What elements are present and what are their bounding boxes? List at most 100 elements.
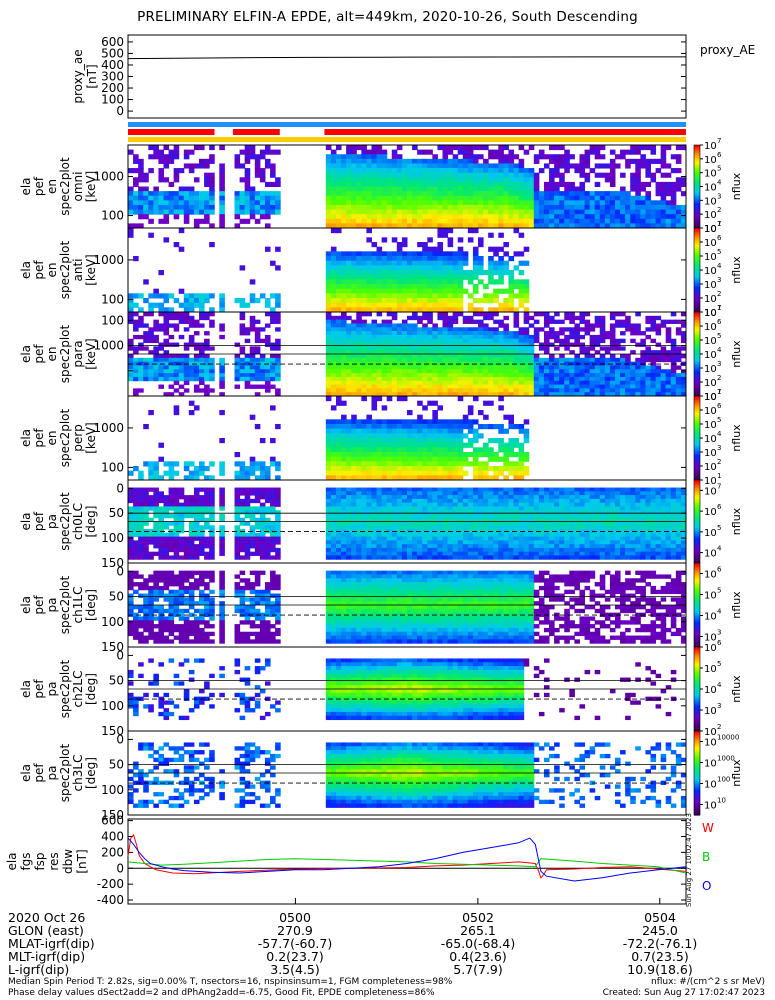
heatmap-cell [472,338,479,344]
heatmap-cell [533,392,540,397]
heatmap-cell [259,154,266,160]
heatmap-cell [153,204,159,211]
heatmap-cell [209,506,215,511]
heatmap-cell [178,536,185,541]
heatmap-cell [569,331,575,336]
heatmap-cell [452,158,459,164]
heatmap-cell [564,149,570,155]
heatmap-cell [270,365,276,370]
heatmap-cell [275,346,281,351]
heatmap-cell [533,200,540,206]
heatmap-cell [209,312,215,317]
heatmap-cell [640,373,646,378]
heatmap-cell [472,331,479,336]
heatmap-cell [153,186,159,192]
heatmap-cell [483,369,489,374]
heatmap-cell [503,177,509,183]
heatmap-cell [630,181,636,187]
heatmap-cell [660,204,667,211]
heatmap-cell [371,242,378,248]
heatmap-cell [513,331,520,336]
heatmap-cell [143,547,149,553]
heatmap-cell [128,346,134,351]
heatmap-cell [452,172,459,178]
heatmap-cell [407,177,413,183]
heatmap-cell [543,186,550,192]
heatmap-cell [508,342,515,347]
heatmap-cell [335,424,342,430]
heatmap-cell [457,424,464,430]
heatmap-cell [493,218,499,224]
heatmap-cell [488,298,494,304]
panel-tick-label: 1000 [93,170,124,184]
heatmap-cell [396,270,403,276]
heatmap-cell [609,380,616,386]
heatmap-cell [371,288,378,294]
heatmap-cell [270,195,276,201]
heatmap-cell [244,177,251,183]
heatmap-cell [412,181,418,187]
heatmap-cell [168,536,175,541]
heatmap-cell [330,376,337,382]
heatmap-cell [478,350,484,355]
heatmap-cell [518,177,525,183]
heatmap-cell [457,163,464,169]
heatmap-cell [386,475,393,481]
heatmap-cell [508,419,515,425]
heatmap-cell [620,388,626,393]
heatmap-cell [503,172,509,178]
heatmap-cell [371,195,378,201]
heatmap-cell [275,338,281,344]
heatmap-cell [396,298,403,304]
heatmap-cell [168,491,175,496]
heatmap-cell [234,191,241,197]
heatmap-cell [401,470,408,476]
heatmap-cell [396,288,403,294]
heatmap-cell [447,256,454,262]
heatmap-cell [341,158,347,164]
heatmap-cell [528,346,535,351]
heatmap-cell [549,200,555,206]
heatmap-cell [579,376,586,382]
heatmap-cell [412,158,418,164]
heatmap-cell [457,246,464,252]
heatmap-cell [472,307,479,313]
heatmap-cell [275,246,281,252]
heatmap-cell [447,195,454,201]
colorbar-cell [694,178,700,181]
heatmap-cell [330,288,337,294]
heatmap-cell [133,555,139,560]
heatmap-cell [346,186,352,192]
heatmap-cell [427,312,433,317]
heatmap-cell [417,350,423,355]
heatmap-cell [153,532,159,538]
heatmap-cell [508,376,515,382]
heatmap-cell [239,532,246,538]
heatmap-cell [412,380,418,386]
heatmap-cell [275,312,281,317]
heatmap-cell [325,510,332,515]
heatmap-cell [219,145,225,151]
heatmap-cell [457,145,464,151]
colorbar-cell [694,159,700,163]
heatmap-cell [351,145,357,151]
heatmap-cell [665,172,672,178]
heatmap-cell [330,209,337,215]
heatmap-cell [351,331,357,336]
heatmap-cell [158,491,165,496]
heatmap-cell [650,365,657,370]
heatmap-cell [508,186,515,192]
heatmap-cell [341,204,347,211]
heatmap-cell [412,214,418,220]
heatmap-cell [204,177,210,183]
heatmap-cell [341,452,347,458]
heatmap-cell [351,163,357,169]
heatmap-cell [219,177,225,183]
heatmap-cell [432,410,438,416]
heatmap-cell [620,338,626,344]
heatmap-cell [407,195,413,201]
colorbar-cell [694,417,700,420]
heatmap-cell [234,498,241,504]
heatmap-cell [401,209,408,215]
heatmap-cell [234,204,241,211]
